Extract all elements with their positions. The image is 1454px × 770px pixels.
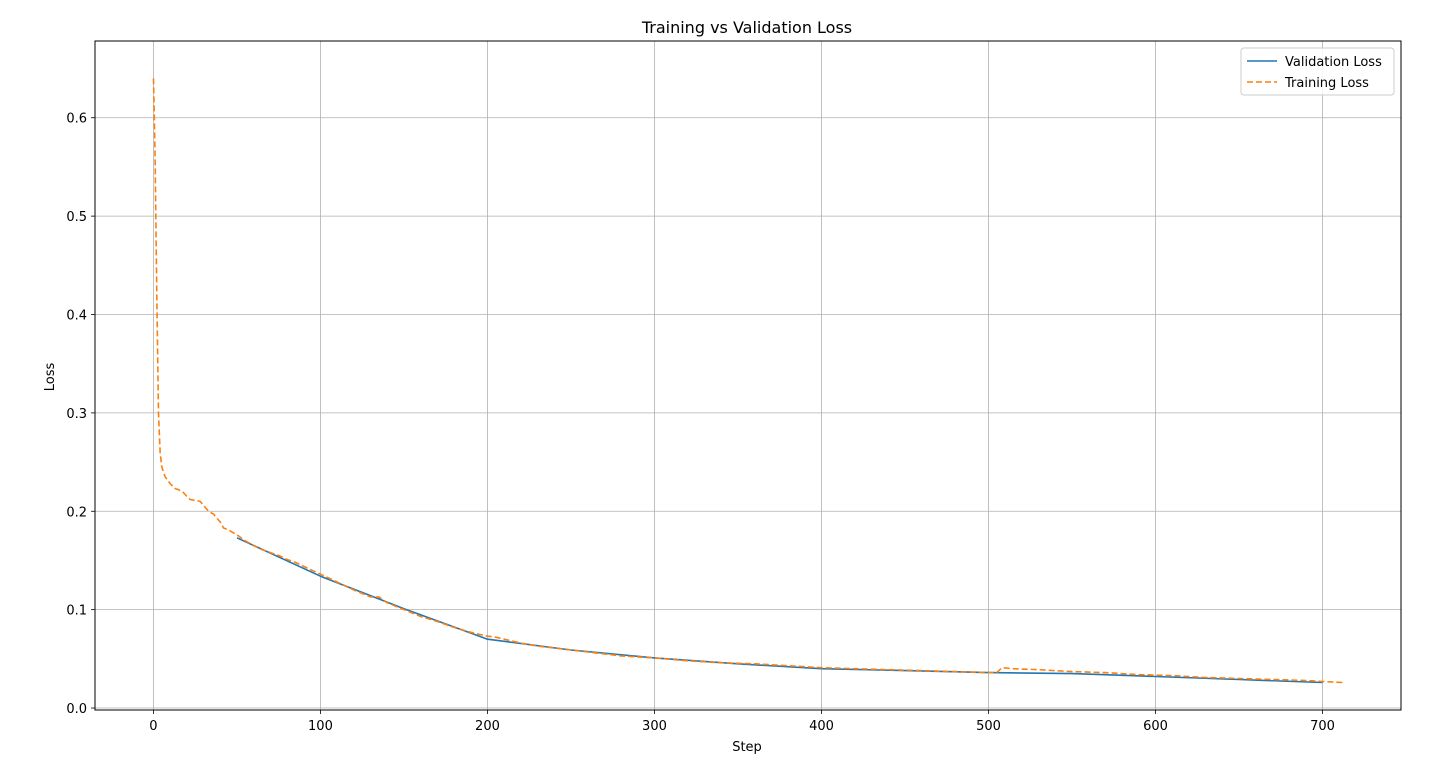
grid-lines <box>95 41 1401 710</box>
series-lines <box>152 78 1343 684</box>
y-axis-label: Loss <box>43 363 58 392</box>
x-tick-label: 100 <box>308 719 333 734</box>
y-tick-label: 0.1 <box>66 604 87 619</box>
y-tick-label: 0.5 <box>66 210 87 225</box>
training-loss-line <box>152 78 1343 684</box>
y-tick-label: 0.3 <box>66 407 87 422</box>
legend: Validation Loss Training Loss <box>1240 47 1395 96</box>
y-tick-label: 0.4 <box>66 309 87 324</box>
x-tick-label: 0 <box>149 719 157 734</box>
x-tick-label: 400 <box>809 719 834 734</box>
legend-label: Training Loss <box>1284 76 1369 91</box>
y-tick-label: 0.6 <box>66 112 87 127</box>
x-axis-label: Step <box>732 740 762 755</box>
x-tick-label: 500 <box>976 719 1001 734</box>
x-tick-label: 700 <box>1310 719 1335 734</box>
axis-ticks: 0 100 200 300 400 500 600 700 0.0 0.1 0.2 0.3 0.4 0.5… <box>66 112 1335 734</box>
x-tick-label: 300 <box>642 719 667 734</box>
x-tick-label: 200 <box>475 719 500 734</box>
legend-label: Validation Loss <box>1285 55 1382 70</box>
y-tick-label: 0.2 <box>66 505 87 520</box>
x-tick-label: 600 <box>1143 719 1168 734</box>
validation-loss-line <box>236 537 1323 684</box>
plot-frame <box>94 40 1402 711</box>
legend-box <box>1240 47 1395 96</box>
y-tick-label: 0.0 <box>66 702 87 717</box>
chart-title: Training vs Validation Loss <box>641 18 852 37</box>
